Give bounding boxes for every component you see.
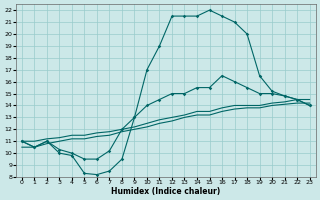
X-axis label: Humidex (Indice chaleur): Humidex (Indice chaleur) — [111, 187, 220, 196]
